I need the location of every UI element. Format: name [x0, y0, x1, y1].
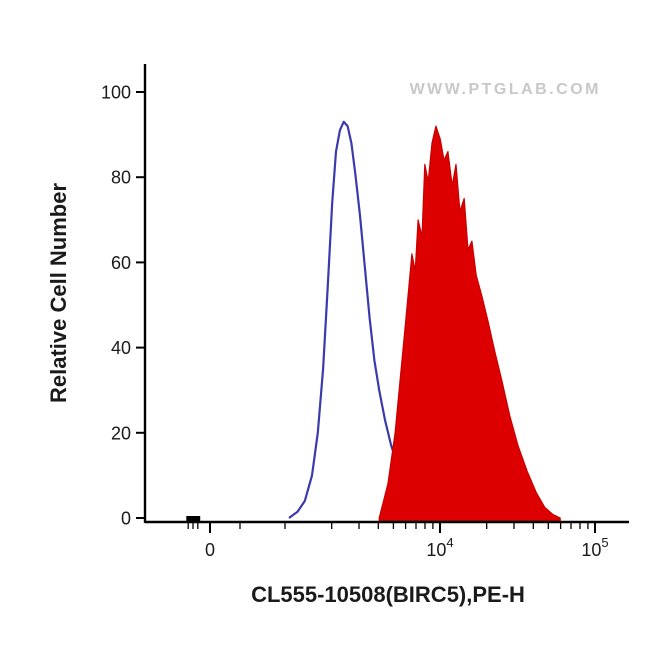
x-tick-label: 105	[581, 535, 608, 560]
baseline-population-marker	[186, 516, 201, 521]
plot-area: 0 20 40 60 80 100 0 104 105	[101, 64, 629, 560]
y-tick-label: 80	[111, 168, 131, 188]
y-tick-label: 100	[101, 83, 131, 103]
watermark: WWW.PTGLAB.COM	[410, 81, 601, 98]
y-tick-label: 40	[111, 338, 131, 358]
y-tick-label: 60	[111, 253, 131, 273]
y-axis-title: Relative Cell Number	[46, 183, 71, 404]
series-birc5-pe-filled-histogram	[378, 125, 561, 522]
x-tick-label: 104	[426, 535, 453, 560]
y-tick-label: 20	[111, 423, 131, 443]
y-tick-label: 0	[121, 509, 131, 529]
x-tick-label: 0	[205, 540, 215, 560]
x-axis-title: CL555-10508(BIRC5),PE-H	[251, 582, 525, 607]
